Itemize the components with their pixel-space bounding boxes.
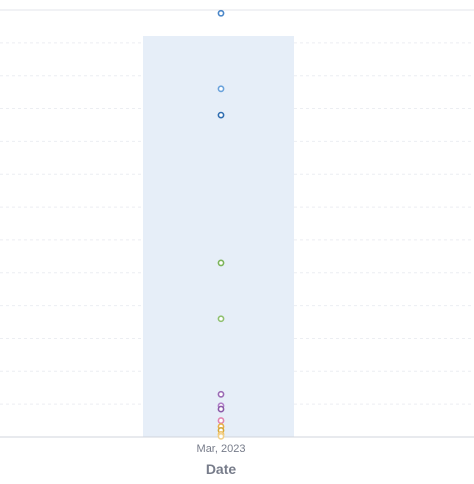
gridlines <box>0 9 474 405</box>
highlight-band <box>143 36 294 437</box>
data-point[interactable] <box>217 432 225 440</box>
data-point[interactable] <box>217 315 225 323</box>
data-point[interactable] <box>217 417 225 424</box>
data-point[interactable] <box>217 259 225 267</box>
data-point[interactable] <box>217 111 225 119</box>
data-points <box>217 9 225 440</box>
x-axis-title: Date <box>206 461 237 477</box>
data-point[interactable] <box>217 85 225 93</box>
x-tick-label: Mar, 2023 <box>197 443 246 455</box>
data-point[interactable] <box>217 405 225 413</box>
data-point[interactable] <box>217 390 225 398</box>
data-point[interactable] <box>217 9 225 17</box>
